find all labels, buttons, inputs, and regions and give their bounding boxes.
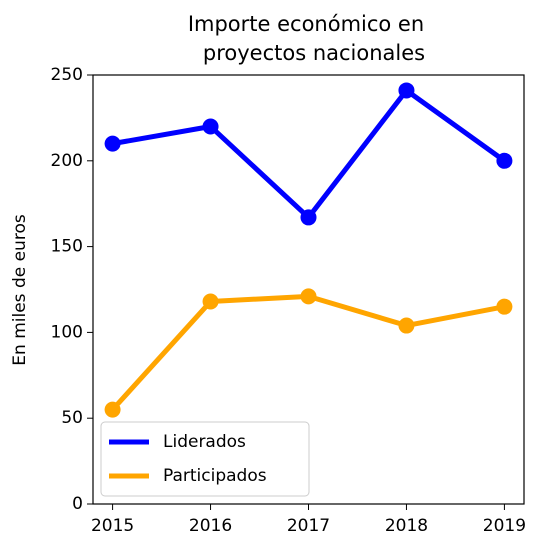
y-tick-label: 50 — [61, 408, 83, 428]
data-point — [496, 298, 513, 315]
plot-frame — [92, 74, 525, 505]
x-tick-label: 2016 — [189, 516, 232, 536]
y-tick-label: 100 — [51, 322, 83, 342]
y-tick-label: 250 — [51, 65, 83, 85]
legend-label: Participados — [163, 466, 267, 486]
series-line — [112, 87, 506, 220]
chart-title: proyectos nacionales — [203, 41, 425, 65]
data-point — [202, 293, 219, 310]
data-point — [398, 317, 415, 334]
x-tick-label: 2019 — [483, 516, 526, 536]
legend-box — [100, 421, 310, 497]
data-point — [300, 209, 317, 226]
legend-label: Liderados — [163, 432, 246, 452]
y-axis-label: En miles de euros — [10, 214, 30, 366]
data-point — [202, 118, 219, 135]
series-line — [110, 293, 505, 412]
legend: Liderados Participados — [100, 421, 310, 497]
chart-title: Importe económico en — [188, 12, 424, 36]
y-tick-label: 0 — [72, 494, 83, 514]
x-tick-label: 2018 — [385, 516, 428, 536]
data-point — [104, 135, 121, 152]
y-tick-label: 150 — [51, 237, 83, 257]
data-point — [496, 152, 513, 169]
x-tick-label: 2015 — [91, 516, 134, 536]
data-point — [104, 401, 121, 418]
y-tick-label: 200 — [51, 151, 83, 171]
data-point — [398, 82, 415, 99]
data-point — [300, 288, 317, 305]
x-tick-label: 2017 — [287, 516, 330, 536]
